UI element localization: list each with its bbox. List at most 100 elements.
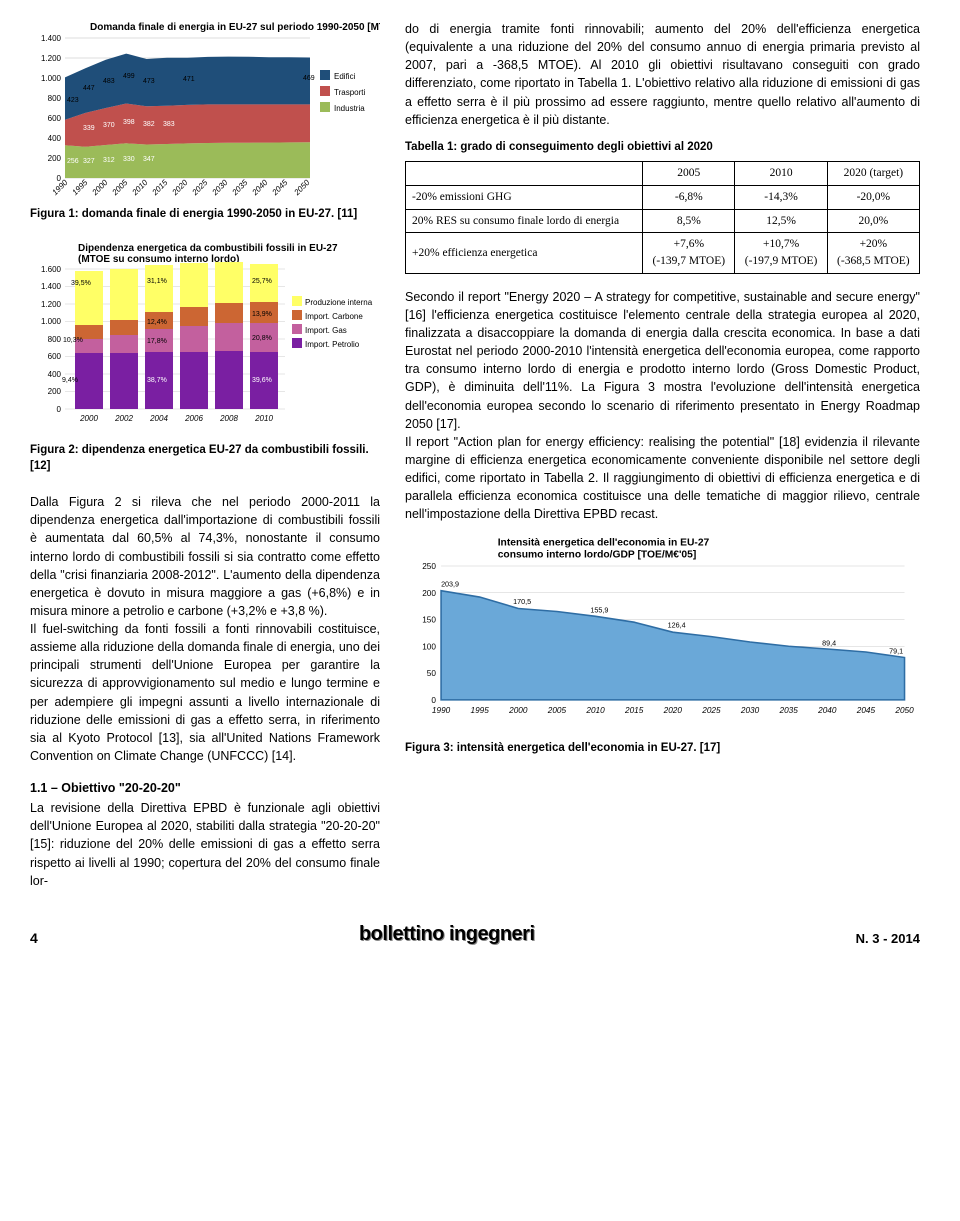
svg-text:1990: 1990: [50, 178, 69, 197]
page-footer: 4 bollettino ingegneri N. 3 - 2014: [30, 920, 920, 949]
sec-1-1-title: 1.1 – Obiettivo "20-20-20": [30, 779, 380, 797]
right-para-1: do di energia tramite fonti rinnovabili;…: [405, 20, 920, 129]
svg-text:2025: 2025: [701, 707, 721, 716]
svg-text:2015: 2015: [624, 707, 644, 716]
caption-fig3: Figura 3: intensità energetica dell'econ…: [405, 740, 920, 757]
svg-text:2025: 2025: [190, 178, 210, 198]
table-cell: +10,7% (-197,9 MTOE): [735, 233, 827, 273]
svg-text:39,5%: 39,5%: [71, 280, 91, 287]
svg-text:1.000: 1.000: [41, 74, 62, 83]
svg-text:2002: 2002: [114, 414, 133, 423]
svg-text:2045: 2045: [270, 178, 290, 198]
svg-text:2030: 2030: [210, 178, 230, 198]
right-para-2: Secondo il report "Energy 2020 – A strat…: [405, 288, 920, 524]
svg-text:2020: 2020: [170, 178, 190, 198]
svg-text:203,9: 203,9: [441, 580, 459, 589]
table1: 2005 2010 2020 (target) -20% emissioni G…: [405, 161, 920, 273]
svg-text:20,8%: 20,8%: [252, 335, 272, 342]
svg-text:2005: 2005: [110, 178, 130, 198]
svg-text:39,6%: 39,6%: [252, 377, 272, 384]
svg-text:1.200: 1.200: [41, 300, 62, 309]
svg-text:2040: 2040: [817, 707, 837, 716]
sec-1-1-body: La revisione della Direttiva EPBD è funz…: [30, 799, 380, 890]
svg-text:400: 400: [48, 370, 62, 379]
svg-text:2000: 2000: [90, 178, 110, 198]
caption-fig1: Figura 1: domanda finale di energia 1990…: [30, 206, 380, 223]
svg-text:Import. Petrolio: Import. Petrolio: [305, 340, 360, 349]
svg-text:2010: 2010: [585, 707, 605, 716]
svg-text:200: 200: [48, 154, 62, 163]
chart2-title-l1: Dipendenza energetica da combustibili fo…: [78, 243, 338, 254]
svg-text:12,4%: 12,4%: [147, 319, 167, 326]
chart-energy-intensity: Intensità energetica dell'economia in EU…: [405, 533, 920, 734]
svg-text:800: 800: [48, 335, 62, 344]
svg-text:0: 0: [57, 405, 62, 414]
svg-text:469: 469: [303, 75, 315, 82]
svg-text:600: 600: [48, 114, 62, 123]
table-cell: -6,8%: [643, 186, 735, 210]
svg-text:2050: 2050: [894, 707, 914, 716]
svg-text:150: 150: [422, 616, 436, 625]
svg-text:Import. Carbone: Import. Carbone: [305, 312, 363, 321]
svg-text:473: 473: [143, 78, 155, 85]
svg-text:13,9%: 13,9%: [252, 311, 272, 318]
svg-text:2005: 2005: [547, 707, 567, 716]
svg-text:25,7%: 25,7%: [252, 278, 272, 285]
svg-text:2050: 2050: [292, 178, 312, 198]
svg-text:1.400: 1.400: [41, 34, 62, 43]
svg-text:2020: 2020: [663, 707, 683, 716]
svg-text:200: 200: [48, 387, 62, 396]
table-cell: -20,0%: [827, 186, 919, 210]
svg-text:1995: 1995: [70, 178, 89, 197]
svg-text:2008: 2008: [219, 414, 238, 423]
svg-text:31,1%: 31,1%: [147, 278, 167, 285]
svg-text:347: 347: [143, 156, 155, 163]
chart-energy-demand: Domanda finale di energia in EU-27 sul p…: [30, 20, 380, 200]
table-header: 2020 (target): [827, 162, 919, 186]
table-header: 2010: [735, 162, 827, 186]
svg-text:10,3%: 10,3%: [63, 337, 83, 344]
svg-text:2000: 2000: [508, 707, 528, 716]
table-cell: +7,6% (-139,7 MTOE): [643, 233, 735, 273]
svg-text:2035: 2035: [230, 178, 250, 198]
caption-fig2: Figura 2: dipendenza energetica EU-27 da…: [30, 442, 380, 475]
svg-text:1.400: 1.400: [41, 282, 62, 291]
table-cell: 20,0%: [827, 209, 919, 233]
svg-text:382: 382: [143, 121, 155, 128]
svg-text:Import. Gas: Import. Gas: [305, 326, 347, 335]
svg-text:250: 250: [422, 562, 436, 571]
svg-text:200: 200: [422, 589, 436, 598]
svg-text:330: 330: [123, 156, 135, 163]
svg-text:312: 312: [103, 157, 115, 164]
svg-text:600: 600: [48, 352, 62, 361]
footer-logo: bollettino ingegneri: [359, 920, 535, 949]
svg-text:Industria: Industria: [334, 104, 365, 113]
table-header: [406, 162, 643, 186]
svg-text:126,4: 126,4: [668, 621, 686, 630]
svg-text:499: 499: [123, 73, 135, 80]
svg-text:Edifici: Edifici: [334, 72, 356, 81]
svg-text:398: 398: [123, 119, 135, 126]
svg-text:400: 400: [48, 134, 62, 143]
svg-text:800: 800: [48, 94, 62, 103]
svg-text:17,8%: 17,8%: [147, 338, 167, 345]
table-cell: 12,5%: [735, 209, 827, 233]
svg-text:1.600: 1.600: [41, 265, 62, 274]
svg-text:483: 483: [103, 78, 115, 85]
svg-text:0: 0: [431, 696, 436, 705]
svg-text:2010: 2010: [254, 414, 273, 423]
svg-text:2010: 2010: [130, 178, 150, 198]
table-cell: 20% RES su consumo finale lordo di energ…: [406, 209, 643, 233]
svg-text:327: 327: [83, 158, 95, 165]
table-cell: +20% efficienza energetica: [406, 233, 643, 273]
svg-text:155,9: 155,9: [590, 606, 608, 615]
table-cell: -14,3%: [735, 186, 827, 210]
svg-text:339: 339: [83, 125, 95, 132]
svg-text:100: 100: [422, 643, 436, 652]
table-cell: +20% (-368,5 MTOE): [827, 233, 919, 273]
chart-fossil-dependence: Dipendenza energetica da combustibili fo…: [30, 241, 380, 436]
svg-text:370: 370: [103, 122, 115, 129]
svg-text:2004: 2004: [149, 414, 168, 423]
svg-text:2040: 2040: [250, 178, 270, 198]
svg-text:1995: 1995: [471, 707, 490, 716]
